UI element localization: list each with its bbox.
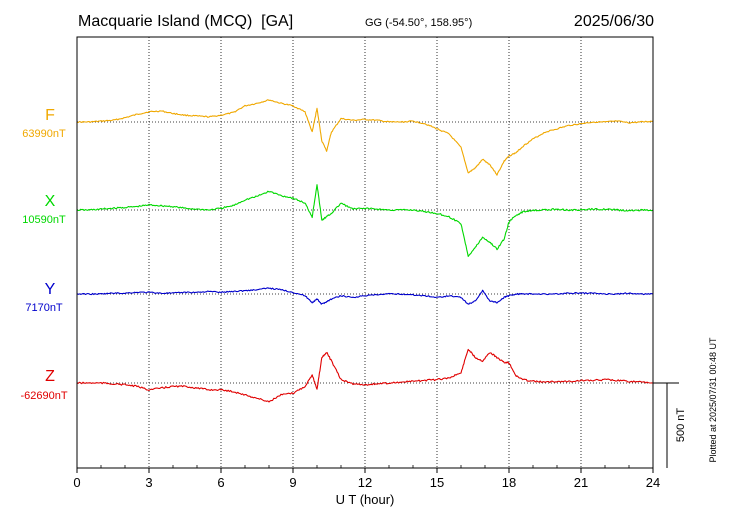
series-baseline-label-f: 63990nT [22,128,66,140]
x-tick-label-0: 0 [73,475,80,490]
x-tick-label-9: 9 [289,475,296,490]
series-baseline-label-x: 10590nT [22,214,66,226]
trace-x [76,184,654,257]
x-tick-label-12: 12 [358,475,372,490]
series-baseline-label-y: 7170nT [25,302,63,314]
station-title: Macquarie Island (MCQ) [GA] [78,13,293,30]
data-traces [76,99,654,403]
series-labels: F 63990nT X 10590nT Y 7170nT Z -62690nT [20,107,67,402]
x-tick-label-18: 18 [502,475,516,490]
series-baseline-label-z: -62690nT [20,390,67,402]
x-axis-title: U T (hour) [336,492,395,507]
x-tick-label-15: 15 [430,475,444,490]
series-name-z: Z [45,368,55,385]
chart-date: 2025/06/30 [574,13,654,30]
baseline-lines [77,121,653,384]
scale-bar: 500 nT [653,382,687,468]
series-name-y: Y [45,281,56,298]
grid-lines [148,37,582,468]
station-coordinates: GG (-54.50°, 158.95°) [365,17,472,29]
scale-bar-label: 500 nT [675,408,687,443]
series-name-x: X [45,193,56,210]
x-axis: 0 3 6 9 12 15 18 21 24 [73,465,660,490]
x-tick-label-24: 24 [646,475,660,490]
x-tick-label-21: 21 [574,475,588,490]
trace-y [76,287,654,305]
x-tick-label-3: 3 [145,475,152,490]
trace-f [77,99,654,176]
plotted-timestamp: Plotted at 2025/07/31 00:48 UT [708,337,718,463]
x-tick-label-6: 6 [217,475,224,490]
series-name-f: F [45,107,55,124]
trace-z [76,348,654,403]
